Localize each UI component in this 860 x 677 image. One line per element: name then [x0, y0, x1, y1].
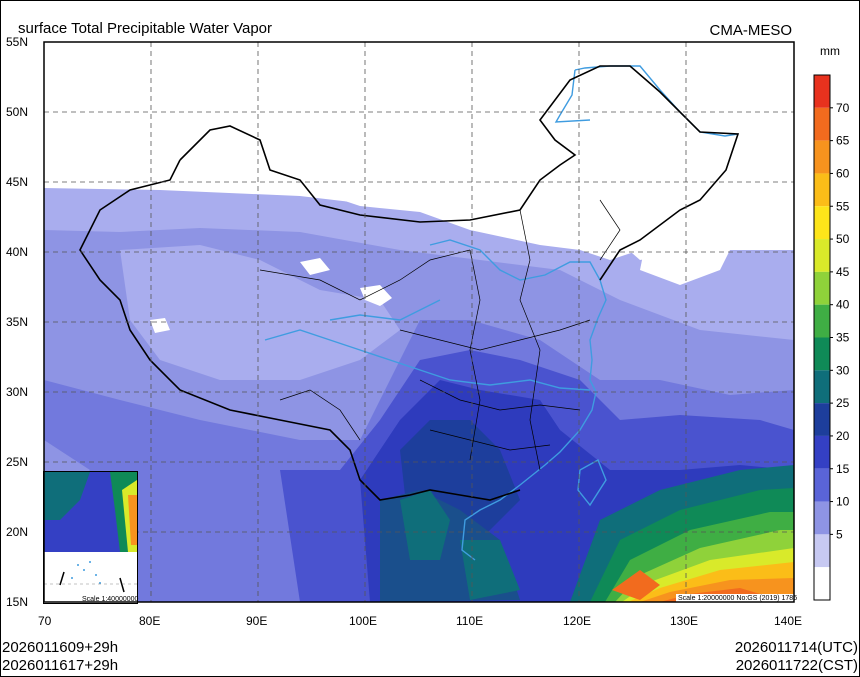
province-borders: [259, 199, 621, 471]
valid-time-utc: 2026011714(UTC): [734, 639, 858, 656]
colorbar-label: 30: [836, 363, 850, 377]
colorbar-swatch: [814, 501, 830, 535]
colorbar-swatch: [814, 534, 830, 568]
colorbar-swatch: [814, 173, 830, 207]
inset-map: Scale 1:40000000: [43, 471, 139, 604]
inset-scale-label: Scale 1:40000000: [82, 596, 139, 603]
colorbar-swatch: [814, 239, 830, 272]
colorbar-swatch: [814, 75, 830, 108]
colorbar-swatch: [814, 468, 830, 502]
colorbar-swatch: [814, 370, 830, 404]
lon-tick: 140E: [774, 614, 802, 628]
lat-tick: 40N: [6, 245, 28, 259]
colorbar-swatch: [814, 206, 830, 240]
colorbar-label: 65: [836, 134, 850, 148]
lon-tick: 100E: [349, 614, 377, 628]
colorbar-swatch: [814, 107, 830, 141]
lat-tick: 20N: [6, 525, 28, 539]
colorbar-label: 35: [836, 331, 850, 345]
colorbar-label: 70: [836, 101, 850, 115]
colorbar-swatch: [814, 140, 830, 174]
model-source-label: CMA-MESO: [709, 22, 793, 39]
main-scale-label: Scale 1:20000000 No:GS (2019) 1786: [678, 595, 797, 602]
colorbar-label: 40: [836, 298, 850, 312]
lon-tick: 130E: [670, 614, 698, 628]
colorbar: 70 65 60 55 50 45 40 35 30 25 20 15 10 5: [813, 74, 850, 601]
lon-tick: 80E: [139, 614, 160, 628]
graticule: [44, 42, 794, 602]
map-border: [43, 41, 795, 603]
lat-tick: 50N: [6, 105, 28, 119]
colorbar-label: 50: [836, 232, 850, 246]
colorbar-swatch: [814, 337, 830, 371]
init-time-block: 2026011609+29h 2026011617+29h: [2, 639, 118, 675]
colorbar-label: 45: [836, 265, 850, 279]
valid-time-cst: 2026011722(CST): [735, 657, 858, 674]
colorbar-label: 60: [836, 166, 850, 180]
colorbar-label: 15: [836, 462, 850, 476]
valid-time-block: 2026011714(UTC) 2026011722(CST): [735, 639, 858, 675]
colorbar-swatch: [814, 567, 830, 600]
lat-axis: 55N 50N 45N 40N 35N 30N 25N 20N 15N: [6, 35, 28, 609]
init-time-cst: 2026011617+29h: [2, 657, 119, 674]
lon-tick: 110E: [456, 614, 483, 628]
pwv-field: [44, 42, 794, 602]
map-title: surface Total Precipitable Water Vapor: [18, 20, 273, 37]
colorbar-label: 55: [836, 199, 850, 213]
colorbar-swatch: [814, 435, 830, 469]
colorbar-unit: mm: [820, 44, 840, 58]
colorbar-label: 5: [836, 527, 843, 541]
country-borders: [79, 65, 740, 501]
colorbar-swatch: [814, 304, 830, 338]
colorbar-label: 10: [836, 495, 850, 509]
lat-tick: 30N: [6, 385, 28, 399]
lat-tick: 35N: [6, 315, 28, 329]
lat-tick: 45N: [6, 175, 28, 189]
colorbar-label: 20: [836, 429, 850, 443]
lat-tick: 15N: [6, 595, 28, 609]
colorbar-swatch: [814, 403, 830, 436]
lat-tick: 55N: [6, 35, 28, 49]
colorbar-swatch: [814, 271, 830, 305]
lon-tick: 90E: [246, 614, 267, 628]
lat-tick: 25N: [6, 455, 28, 469]
colorbar-label: 25: [836, 396, 850, 410]
init-time-utc: 2026011609+29h: [2, 639, 119, 656]
lon-tick: 70: [38, 614, 52, 628]
lon-tick: 120E: [563, 614, 591, 628]
lon-axis: 70 80E 90E 100E 110E 120E 130E 140E: [38, 614, 802, 628]
